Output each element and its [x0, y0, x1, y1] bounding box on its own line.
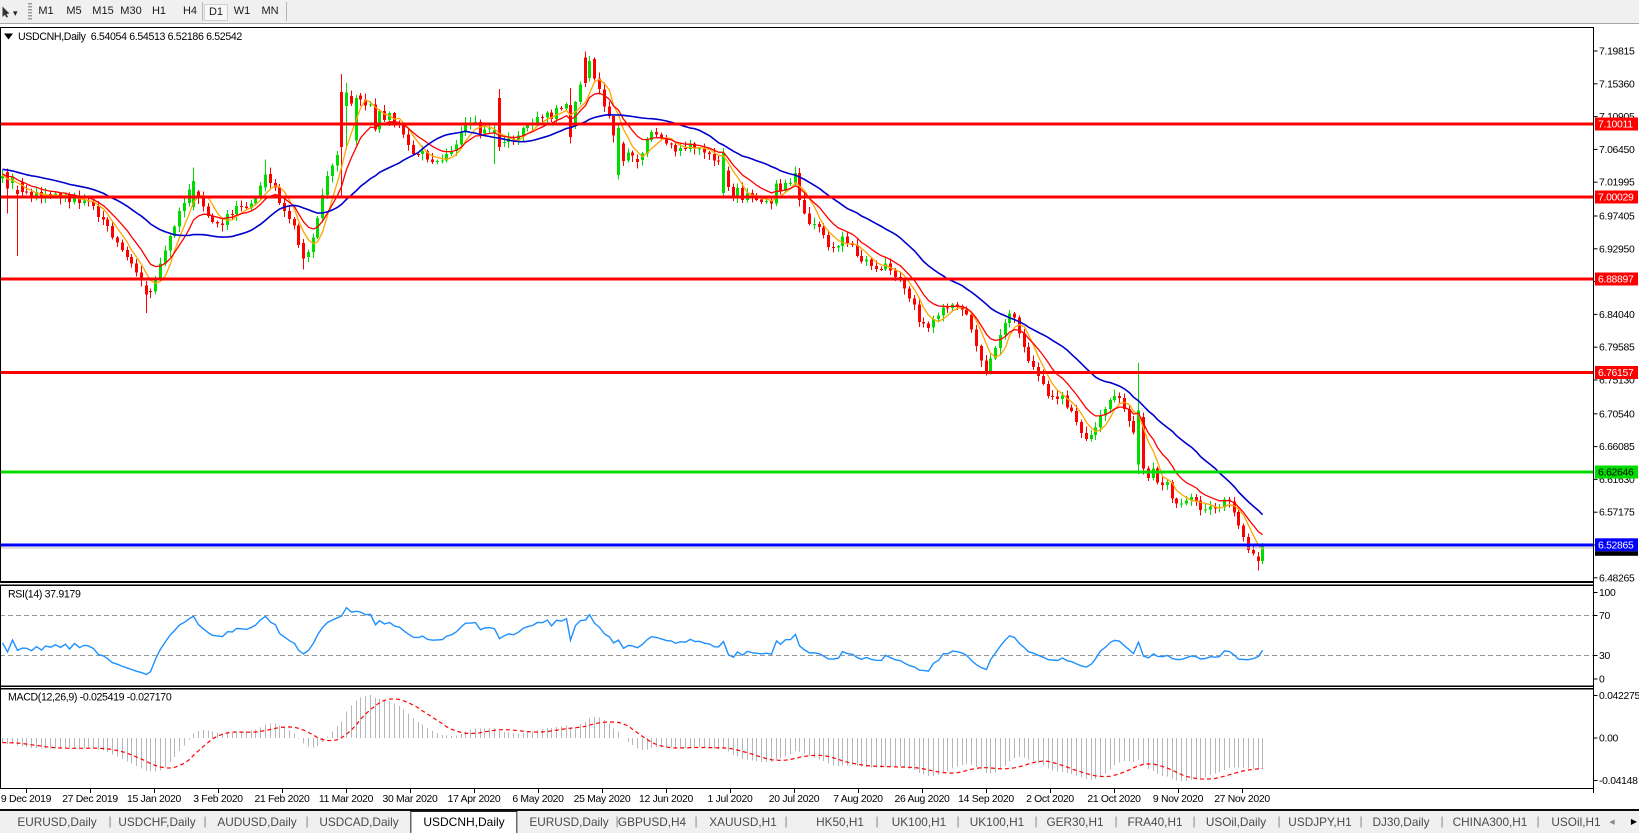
svg-text:6.88897: 6.88897	[1598, 275, 1634, 286]
svg-text:6.75130: 6.75130	[1599, 376, 1635, 387]
svg-text:USDCNH,Daily 6.54054 6.54513: USDCNH,Daily 6.54054 6.54513 6.52186 6.5…	[18, 31, 242, 43]
svg-text:6 May 2020: 6 May 2020	[512, 794, 564, 805]
svg-text:15 Jan 2020: 15 Jan 2020	[127, 794, 181, 805]
svg-text:6.57175: 6.57175	[1599, 508, 1635, 519]
svg-text:21 Oct 2020: 21 Oct 2020	[1087, 794, 1141, 805]
svg-text:6.61630: 6.61630	[1599, 475, 1635, 486]
svg-text:6.70540: 6.70540	[1599, 409, 1635, 420]
svg-text:100: 100	[1599, 588, 1616, 599]
svg-text:6.79585: 6.79585	[1599, 343, 1635, 354]
svg-text:27 Nov 2020: 27 Nov 2020	[1214, 794, 1270, 805]
svg-text:MACD(12,26,9) -0.025419 -0.027: MACD(12,26,9) -0.025419 -0.027170	[8, 692, 172, 704]
svg-text:25 May 2020: 25 May 2020	[574, 794, 631, 805]
svg-text:7 Aug 2020: 7 Aug 2020	[833, 794, 883, 805]
svg-text:20 Jul 2020: 20 Jul 2020	[769, 794, 820, 805]
svg-text:9 Dec 2019: 9 Dec 2019	[1, 794, 52, 805]
svg-text:17 Apr 2020: 17 Apr 2020	[448, 794, 501, 805]
svg-text:7.01995: 7.01995	[1599, 178, 1635, 189]
svg-text:70: 70	[1599, 611, 1610, 622]
svg-text:0.00: 0.00	[1599, 734, 1619, 745]
svg-text:3 Feb 2020: 3 Feb 2020	[193, 794, 243, 805]
svg-text:-0.04148: -0.04148	[1599, 776, 1638, 787]
svg-text:6.76157: 6.76157	[1598, 368, 1634, 379]
svg-text:9 Nov 2020: 9 Nov 2020	[1153, 794, 1204, 805]
svg-text:7.10011: 7.10011	[1598, 120, 1633, 131]
svg-text:7.19815: 7.19815	[1599, 47, 1635, 58]
svg-text:27 Dec 2019: 27 Dec 2019	[62, 794, 118, 805]
svg-text:2 Oct 2020: 2 Oct 2020	[1026, 794, 1074, 805]
svg-text:14 Sep 2020: 14 Sep 2020	[958, 794, 1014, 805]
svg-text:6.92950: 6.92950	[1599, 244, 1635, 255]
svg-text:6.84040: 6.84040	[1599, 310, 1635, 321]
svg-text:6.62646: 6.62646	[1598, 468, 1634, 479]
svg-text:30: 30	[1599, 651, 1610, 662]
svg-text:21 Feb 2020: 21 Feb 2020	[254, 794, 310, 805]
svg-text:6.97405: 6.97405	[1599, 212, 1635, 223]
svg-text:6.66085: 6.66085	[1599, 442, 1635, 453]
svg-text:6.48265: 6.48265	[1599, 573, 1635, 584]
svg-text:11 Mar 2020: 11 Mar 2020	[319, 794, 374, 805]
svg-text:1 Jul 2020: 1 Jul 2020	[708, 794, 753, 805]
svg-text:0: 0	[1599, 675, 1605, 686]
svg-text:6.52865: 6.52865	[1598, 540, 1634, 551]
svg-text:26 Aug 2020: 26 Aug 2020	[894, 794, 950, 805]
svg-text:0.042275: 0.042275	[1599, 691, 1639, 702]
svg-text:RSI(14) 37.9179: RSI(14) 37.9179	[8, 589, 81, 601]
svg-text:7.06450: 7.06450	[1599, 145, 1635, 156]
svg-text:7.00029: 7.00029	[1598, 193, 1634, 204]
svg-text:30 Mar 2020: 30 Mar 2020	[382, 794, 438, 805]
svg-text:7.15360: 7.15360	[1599, 79, 1635, 90]
svg-text:12 Jun 2020: 12 Jun 2020	[639, 794, 693, 805]
